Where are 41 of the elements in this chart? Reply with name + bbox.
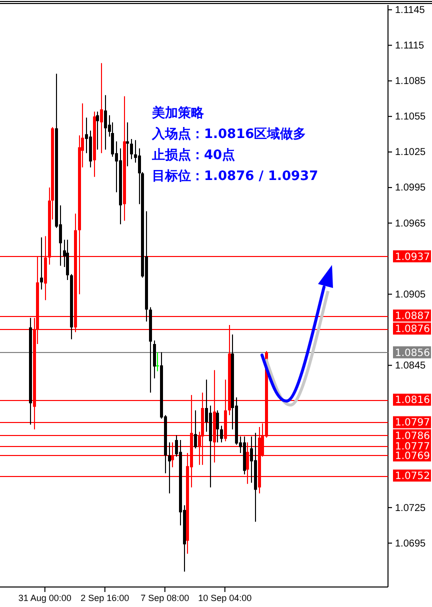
x-tick-label: 31 Aug 00:00 <box>18 593 72 603</box>
y-tick-label: 1.1025 <box>395 147 426 158</box>
x-tick-label: 10 Sep 04:00 <box>198 593 252 603</box>
candlestick <box>96 111 99 150</box>
x-tick-label: 7 Sep 08:00 <box>140 593 190 603</box>
candlestick <box>40 236 43 290</box>
y-tick-label: 1.1145 <box>395 4 426 16</box>
y-tick-label: 1.0995 <box>395 182 426 194</box>
candlestick <box>194 410 197 449</box>
annotation: 止损点：40点 <box>151 147 236 163</box>
candlestick <box>66 239 69 280</box>
candlestick <box>156 352 159 372</box>
ref-line-label: 1.0887 <box>395 311 430 322</box>
ref-line-label: 1.0876 <box>395 324 430 336</box>
y-tick-label: 1.0905 <box>395 289 426 300</box>
ref-line-label: 1.0856 <box>395 348 430 359</box>
y-tick-label: 1.1055 <box>395 112 426 123</box>
candlestick <box>100 62 103 154</box>
y-tick-label: 1.1115 <box>395 40 425 52</box>
ref-line-label: 1.0937 <box>395 252 430 263</box>
candlestick <box>168 442 171 494</box>
candlestick <box>153 340 156 379</box>
y-tick-label: 1.0695 <box>395 538 426 550</box>
y-tick-label: 1.1085 <box>395 76 426 88</box>
candlestick <box>216 410 219 443</box>
ref-line-label: 1.0769 <box>395 450 430 462</box>
ref-line-label: 1.0816 <box>395 395 430 406</box>
y-tick-label: 1.0965 <box>395 218 426 230</box>
ref-line-label: 1.0777 <box>395 441 430 452</box>
candlestick <box>130 138 133 160</box>
y-tick-label: 1.0725 <box>395 502 426 514</box>
annotation: 入场点：1.0816区域做多 <box>151 126 306 142</box>
ref-line-label: 1.0752 <box>395 471 430 482</box>
ref-line-label: 1.0786 <box>395 430 430 442</box>
ref-line-label: 1.0797 <box>395 418 430 429</box>
annotation: 美加策略 <box>151 105 205 121</box>
annotation: 目标位：1.0876 / 1.0937 <box>152 169 318 184</box>
y-tick-label: 1.0845 <box>395 360 426 372</box>
x-tick-label: 2 Sep 16:00 <box>80 593 130 603</box>
candlestick <box>220 425 223 443</box>
candlestick <box>104 94 107 150</box>
